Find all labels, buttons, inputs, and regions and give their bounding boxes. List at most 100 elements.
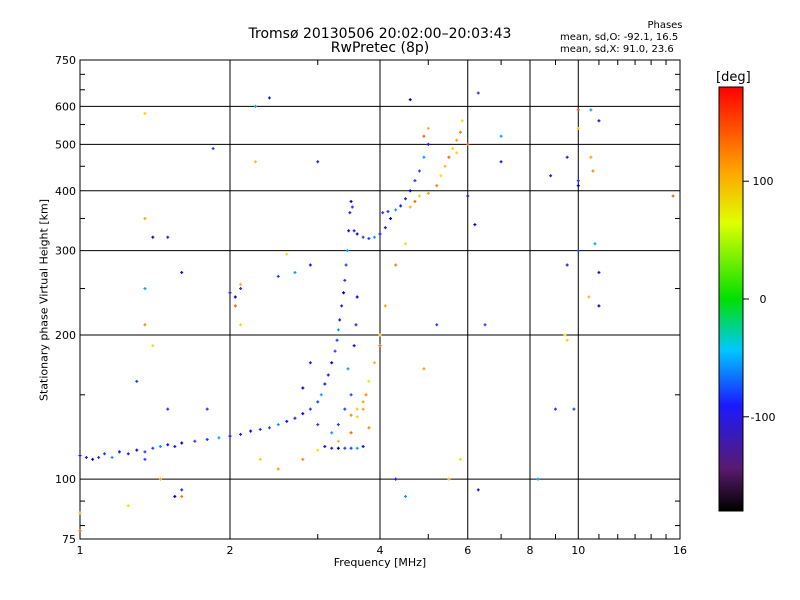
data-point-o [348, 211, 352, 215]
data-point-o [180, 488, 184, 492]
data-point-o [597, 119, 601, 123]
data-point-o [166, 235, 170, 239]
y-axis: 75 100 200 300 400 500 600 750 [55, 54, 680, 546]
data-point-o [110, 455, 114, 459]
data-point-o [536, 477, 540, 481]
data-point-x [367, 426, 371, 430]
data-point-o [319, 393, 323, 397]
y-tick-label: 750 [55, 54, 76, 67]
data-point-x [455, 151, 459, 155]
data-point-x [565, 338, 569, 342]
grid [80, 60, 680, 539]
data-point-o [78, 454, 82, 458]
data-point-x [239, 323, 243, 327]
x-tick-label: 16 [673, 544, 687, 557]
data-point-o [326, 373, 330, 377]
data-point-x [383, 304, 387, 308]
data-point-x [276, 467, 280, 471]
data-point-o [383, 226, 387, 230]
data-point-o [349, 199, 353, 203]
data-point-x [576, 126, 580, 130]
data-point-x [671, 194, 675, 198]
data-point-x [361, 400, 365, 404]
data-point-x [589, 155, 593, 159]
data-point-x [143, 217, 147, 221]
data-point-o [345, 249, 349, 253]
data-point-o [228, 291, 232, 295]
data-point-o [180, 271, 184, 275]
y-tick-label: 400 [55, 185, 76, 198]
data-point-o [346, 367, 350, 371]
data-point-o [293, 416, 297, 420]
chart-subtitle: RwPretec (8p) [330, 40, 430, 56]
data-point-x [403, 242, 407, 246]
data-point-o [135, 448, 139, 452]
data-point-o [308, 407, 312, 411]
data-point-x [158, 477, 162, 481]
colorbar-tick-label: 100 [753, 175, 774, 188]
data-point-o [308, 263, 312, 267]
data-point-o [180, 441, 184, 445]
data-point-x [316, 448, 320, 452]
colorbar [718, 86, 744, 512]
data-point-x [349, 413, 353, 417]
data-point-o [117, 450, 121, 454]
data-point-x [426, 126, 430, 130]
data-point-o [166, 443, 170, 447]
data-point-x [301, 457, 305, 461]
data-point-o [338, 318, 342, 322]
data-point-x [443, 164, 447, 168]
data-point-o [576, 249, 580, 253]
data-point-x [364, 393, 368, 397]
data-point-o [158, 444, 162, 448]
data-point-o [143, 450, 147, 454]
data-point-o [344, 263, 348, 267]
data-point-o [349, 393, 353, 397]
data-point-o [597, 304, 601, 308]
y-tick-label: 200 [55, 329, 76, 342]
y-tick-label: 300 [55, 245, 76, 258]
x-tick-label: 8 [527, 544, 534, 557]
data-point-o [354, 323, 358, 327]
data-point-o [205, 407, 209, 411]
data-point-o [408, 98, 412, 102]
data-point-o [572, 407, 576, 411]
data-point-o [316, 160, 320, 164]
data-point-o [301, 386, 305, 390]
data-point-o [597, 271, 601, 275]
data-point-o [267, 426, 271, 430]
data-point-x [455, 138, 459, 142]
data-point-x [349, 431, 353, 435]
x-tick-label: 6 [464, 544, 471, 557]
data-point-x [239, 282, 243, 286]
data-point-o [499, 160, 503, 164]
stats-line-o: mean, sd,O: -92.1, 16.5 [560, 32, 679, 43]
data-point-o [473, 223, 477, 227]
data-point-o [193, 439, 197, 443]
data-point-o [466, 194, 470, 198]
data-point-o [394, 208, 398, 212]
data-point-o [343, 446, 347, 450]
data-point-o [97, 455, 101, 459]
data-point-o [285, 419, 289, 423]
data-point-x [367, 379, 371, 383]
data-point-o [258, 427, 262, 431]
data-point-x [422, 367, 426, 371]
data-point-o [378, 232, 382, 236]
data-point-x [373, 361, 377, 365]
x-axis: 1 2 4 6 8 10 16 [77, 60, 687, 557]
data-point-o [367, 236, 371, 240]
data-point-o [228, 434, 232, 438]
data-point-o [316, 400, 320, 404]
data-point-o [422, 155, 426, 159]
data-point-o [386, 210, 390, 214]
data-point-o [239, 432, 243, 436]
data-point-o [217, 436, 221, 440]
data-point-o [350, 205, 354, 209]
data-point-o [343, 407, 347, 411]
data-point-o [143, 287, 147, 291]
x-tick-label: 10 [571, 544, 585, 557]
colorbar-tick-label: -100 [751, 411, 776, 424]
data-point-o [166, 407, 170, 411]
x-tick-label: 2 [227, 544, 234, 557]
